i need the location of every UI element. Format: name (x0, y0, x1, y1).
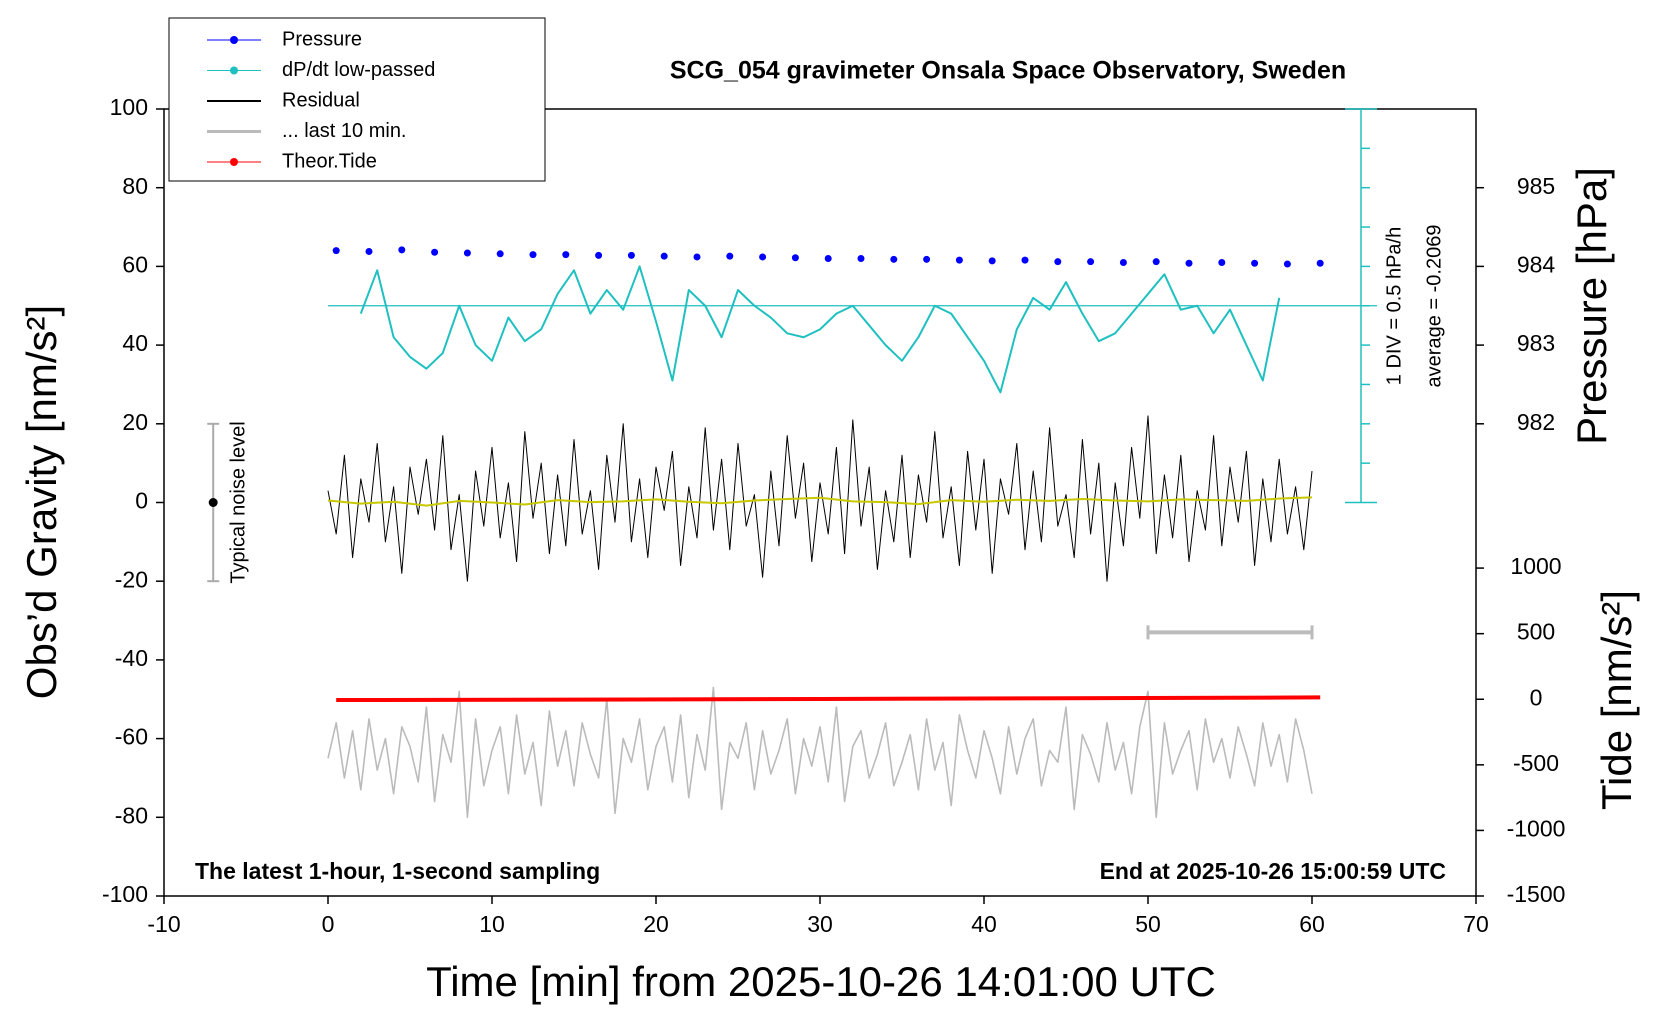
y-tick-label: 60 (122, 251, 148, 277)
y-tick-label: 20 (122, 409, 148, 435)
tide-tick-label: -1500 (1507, 881, 1566, 907)
legend-dot (230, 158, 238, 166)
y-tick-label: 100 (110, 94, 148, 120)
pressure-dot (1119, 258, 1127, 266)
y-tick-label: -60 (115, 724, 148, 750)
x-tick-label: 50 (1135, 911, 1161, 937)
pressure-dot (1218, 258, 1226, 266)
series-line (327, 686, 1313, 819)
y-tick-label: 40 (122, 330, 148, 356)
tide-axis-label: Tide [nm/s²] (1593, 590, 1640, 810)
tide-tick-label: 0 (1530, 684, 1543, 710)
series-line (327, 496, 1313, 507)
pressure-dot (463, 249, 471, 257)
x-tick-label: 0 (322, 911, 335, 937)
pressure-dot (1054, 258, 1062, 266)
pressure-dot (595, 251, 603, 259)
x-tick-label: 30 (807, 911, 833, 937)
series-line (359, 265, 1281, 394)
x-tick-label: -10 (147, 911, 180, 937)
pressure-dot (824, 255, 832, 263)
pressure-dot (857, 255, 865, 263)
y-tick-label: -40 (115, 645, 148, 671)
x-tick-label: 60 (1299, 911, 1325, 937)
pressure-dot (1251, 259, 1259, 267)
y-tick-label: 80 (122, 173, 148, 199)
pressure-tick-label: 983 (1517, 330, 1555, 356)
x-tick-label: 10 (479, 911, 505, 937)
pressure-dot (431, 248, 439, 256)
pressure-dot (890, 255, 898, 263)
pressure-dot (955, 256, 963, 264)
pressure-dot (529, 251, 537, 259)
y-tick-label: 0 (135, 488, 148, 514)
pressure-tick-label: 985 (1517, 173, 1555, 199)
legend-box (168, 17, 546, 182)
legend-label: Theor.Tide (282, 150, 377, 172)
chart-title: SCG_054 gravimeter Onsala Space Observat… (670, 57, 1346, 85)
tide-tick-label: -500 (1513, 750, 1559, 776)
pressure-dot (398, 246, 406, 254)
x-tick-label: 70 (1463, 911, 1489, 937)
x-tick-label: 40 (971, 911, 997, 937)
average-note: average = -0.2069 (1423, 225, 1445, 388)
x-tick-label: 20 (643, 911, 669, 937)
tide-tick-label: 1000 (1510, 553, 1561, 579)
series-line (336, 695, 1321, 703)
tide-tick-label: -1000 (1507, 815, 1566, 841)
legend-label: dP/dt low-passed (282, 59, 435, 81)
pressure-dot (1283, 260, 1291, 268)
sampling-note: The latest 1-hour, 1-second sampling (195, 858, 600, 884)
pressure-dot (332, 247, 340, 255)
noise-dot (208, 498, 218, 507)
div-note: 1 DIV = 0.5 hPa/h (1383, 227, 1405, 385)
pressure-dot (1316, 259, 1324, 267)
tide-tick-label: 500 (1517, 619, 1555, 645)
y-tick-label: -80 (115, 802, 148, 828)
y-tick-label: -100 (102, 881, 148, 907)
y-axis-label: Obs’d Gravity [nm/s²] (18, 305, 65, 699)
pressure-dot (791, 254, 799, 262)
pressure-dot (660, 252, 668, 260)
legend-label: ... last 10 min. (282, 120, 407, 142)
pressure-dot (562, 251, 570, 259)
pressure-dot (1087, 258, 1095, 266)
legend-label: Pressure (282, 28, 362, 50)
noise-label: Typical noise level (227, 421, 249, 583)
pressure-dot (365, 247, 373, 255)
y-tick-label: -20 (115, 566, 148, 592)
pressure-dot (988, 257, 996, 265)
pressure-dot (693, 253, 701, 261)
legend-dot (230, 36, 238, 44)
series-line (327, 415, 1313, 582)
pressure-dot (627, 251, 635, 259)
legend-label: Residual (282, 89, 360, 111)
pressure-dot (759, 253, 767, 261)
pressure-dot (1185, 259, 1193, 267)
legend-dot (230, 66, 238, 75)
pressure-dot (923, 255, 931, 263)
pressure-dot (1021, 256, 1029, 264)
pressure-tick-label: 984 (1517, 251, 1556, 277)
pressure-dot (726, 252, 734, 260)
pressure-dot (496, 250, 504, 258)
pressure-tick-label: 982 (1517, 409, 1555, 435)
end-time-note: End at 2025-10-26 15:00:59 UTC (1100, 858, 1446, 884)
pressure-axis-label: Pressure [hPa] (1568, 167, 1615, 445)
x-axis-label: Time [min] from 2025-10-26 14:01:00 UTC (426, 958, 1216, 1005)
pressure-dot (1152, 258, 1160, 266)
